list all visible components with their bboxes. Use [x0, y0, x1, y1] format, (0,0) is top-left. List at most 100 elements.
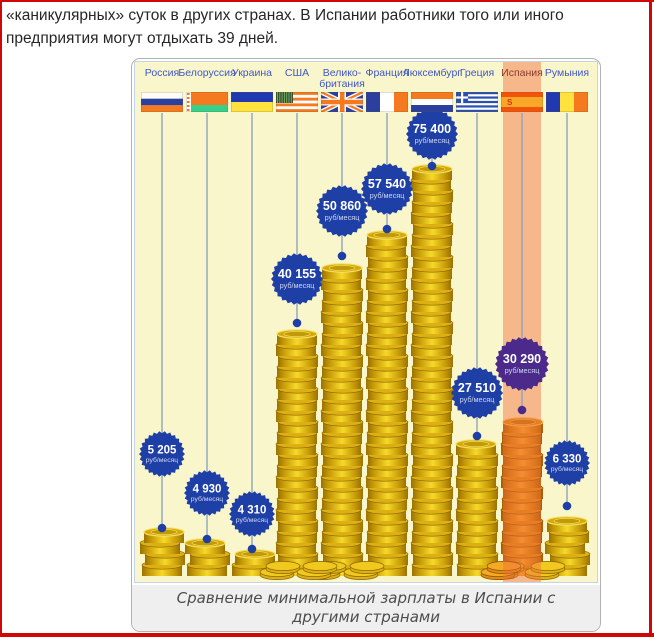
page-border-left: [0, 0, 2, 637]
loose-coin: [302, 561, 338, 574]
page-border-top: [0, 0, 654, 2]
country-label-line: британия: [319, 78, 365, 90]
coin-stack: [184, 538, 231, 576]
russia-flag-icon: [141, 92, 184, 117]
minimum-wage-chart: Россия 5 205 руб/месяц Белоруссия 4 930 руб/м…: [134, 61, 598, 583]
country-label-line: Россия: [144, 67, 180, 79]
loose-coin: [530, 561, 566, 574]
coin-stack: [275, 329, 319, 576]
loose-coin: [486, 561, 522, 574]
country-label-line: Люксембург: [402, 67, 462, 79]
country-label: Россия: [135, 67, 193, 79]
badge-unit: руб/месяц: [146, 456, 178, 464]
intro-text: «каникулярных» суток в других странах. В…: [6, 4, 646, 50]
france-flag-icon: [366, 92, 409, 112]
hang-dot: [247, 544, 257, 554]
svg-text:S: S: [507, 98, 513, 107]
ukraine-flag-icon: [231, 92, 274, 117]
coin-stack: [139, 527, 186, 576]
badge-value: 30 290: [503, 352, 541, 366]
badge-value: 75 400: [413, 122, 451, 136]
badge-unit: руб/месяц: [460, 395, 496, 404]
badge-unit: руб/месяц: [280, 281, 316, 290]
intro-line1: «каникулярных» суток в других странах. В…: [6, 7, 564, 24]
uk-flag-icon: [319, 89, 365, 115]
country-label: США: [266, 68, 328, 79]
coin-stacks-layer: [139, 164, 591, 580]
hang-dot: [202, 534, 212, 544]
greece-flag-icon: [456, 92, 499, 117]
country-label: Румыния: [536, 68, 597, 79]
badge-unit: руб/месяц: [505, 366, 541, 375]
country-label-line: США: [284, 67, 310, 79]
loose-coin: [349, 561, 385, 574]
hang-dot: [472, 431, 482, 441]
hang-dot: [292, 318, 302, 328]
hang-dot: [517, 405, 527, 415]
badge-unit: руб/месяц: [236, 516, 268, 524]
usa-flag-icon: [276, 92, 319, 112]
badge-value: 5 205: [148, 445, 177, 457]
coin-stack: [455, 439, 499, 576]
infographic-card: Россия 5 205 руб/месяц Белоруссия 4 930 руб/м…: [131, 58, 601, 632]
france-flag-icon: [366, 92, 409, 117]
badge-unit: руб/месяц: [325, 213, 361, 222]
hang-dot: [562, 501, 572, 511]
badge-value: 4 310: [238, 505, 267, 517]
country-label-line: Белоруссия: [178, 67, 236, 79]
romania-flag-icon: [546, 92, 589, 112]
country-label-line: Украина: [232, 67, 272, 79]
luxembourg-flag-icon: [411, 92, 454, 112]
country-label: Белоруссия: [176, 68, 238, 79]
badge-value: 40 155: [278, 267, 316, 281]
badge-unit: руб/месяц: [191, 495, 223, 503]
badge-unit: руб/месяц: [415, 136, 451, 145]
country-label: Украина: [221, 68, 283, 79]
country-label: Велико-британия: [311, 68, 373, 90]
caption-line1: Сравнение минимальной зарплаты в Испании…: [176, 589, 556, 607]
country-label-line: Франция: [365, 67, 409, 79]
badge-value: 27 510: [458, 381, 496, 395]
russia-flag-icon: [141, 92, 184, 112]
belarus-flag-icon: [186, 92, 229, 117]
badge-value: 4 930: [193, 484, 222, 496]
hang-dot: [337, 251, 347, 261]
page-border-bottom: [0, 633, 654, 637]
coin-stack: [365, 230, 409, 576]
coin-stack: [410, 164, 454, 576]
country-label-line: Греция: [459, 67, 495, 79]
belarus-flag-icon: [186, 92, 229, 112]
country-label: Греция: [446, 68, 508, 79]
badge-value: 50 860: [323, 199, 361, 213]
coin-stack: [500, 417, 544, 576]
spain-flag-icon: S: [501, 92, 544, 117]
hang-dot: [427, 161, 437, 171]
badge-unit: руб/месяц: [551, 465, 583, 473]
country-label-line: Велико-: [322, 67, 362, 79]
chart-caption: Сравнение минимальной зарплаты в Испании…: [132, 585, 600, 631]
country-label: Люксембург: [401, 68, 463, 79]
coin-stack: [320, 263, 364, 576]
badge-unit: руб/месяц: [370, 191, 406, 200]
badge-value: 6 330: [553, 454, 582, 466]
country-label-line: Испания: [501, 67, 543, 79]
hang-dot: [157, 523, 167, 533]
loose-coin: [265, 561, 301, 574]
luxembourg-flag-icon: [411, 92, 454, 117]
uk-flag-icon: [319, 89, 365, 117]
ukraine-flag-icon: [231, 92, 274, 112]
country-label: Испания: [491, 68, 553, 79]
romania-flag-icon: [546, 92, 589, 117]
usa-flag-icon: [276, 92, 319, 117]
